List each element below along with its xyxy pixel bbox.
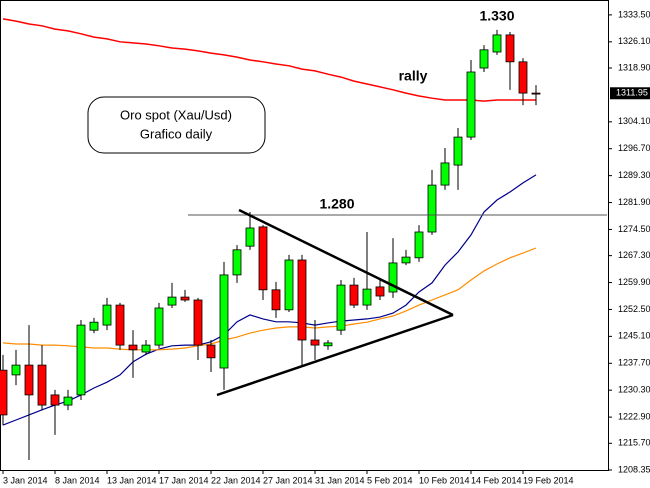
x-tick-label: 19 Feb 2014 [523, 475, 574, 485]
y-tick-label: 1326.10 [618, 36, 650, 46]
peak-label: 1.330 [479, 8, 514, 24]
x-tick-label: 13 Jan 2014 [107, 475, 157, 485]
x-tick-label: 8 Jan 2014 [55, 475, 100, 485]
moving-average [2, 18, 536, 102]
candle-body [50, 394, 60, 406]
x-tick-label: 22 Jan 2014 [211, 475, 261, 485]
triangle-upper [238, 208, 454, 317]
y-tick-label: 1222.90 [618, 411, 650, 421]
y-tick-label: 1274.50 [618, 224, 650, 234]
y-tick-label: 1245.10 [618, 331, 650, 341]
candle-body [206, 344, 216, 359]
candle-body [128, 344, 138, 351]
box-title: Oro spot (Xau/Usd) [120, 107, 232, 122]
x-tick-label: 31 Jan 2014 [315, 475, 365, 485]
candle-body [180, 296, 190, 301]
candle-body [401, 256, 411, 264]
x-tick-label: 27 Jan 2014 [263, 475, 313, 485]
candle-body [89, 321, 99, 331]
plot-frame [0, 0, 609, 471]
candle-body [531, 92, 541, 95]
candle-body [453, 136, 463, 166]
candle-body [479, 49, 489, 69]
candle-body [167, 296, 177, 306]
candle-body [518, 61, 528, 94]
candle-body [37, 364, 47, 406]
x-tick-label: 10 Feb 2014 [419, 475, 470, 485]
candle-body [24, 364, 34, 396]
info-box [87, 96, 266, 154]
candle-body [115, 304, 125, 346]
candle-body [232, 249, 242, 276]
y-tick-label: 1281.90 [618, 197, 650, 207]
candle-body [310, 339, 320, 346]
candle-body [323, 342, 333, 347]
triangle-lower [216, 313, 454, 397]
candle-body [102, 304, 112, 326]
y-tick-label: 1267.30 [618, 250, 650, 260]
candle-body [466, 71, 476, 138]
y-tick-label: 1296.70 [618, 143, 650, 153]
candle-body [0, 369, 8, 416]
candle-body [258, 226, 268, 291]
moving-average [2, 174, 537, 426]
y-tick-label: 1259.90 [618, 277, 650, 287]
y-tick-label: 1215.70 [618, 438, 650, 448]
candle-body [245, 227, 255, 247]
y-tick-label: 1237.70 [618, 358, 650, 368]
y-tick-label: 1208.35 [618, 464, 650, 474]
candle-body [414, 231, 424, 259]
candle-body [63, 396, 73, 406]
candle-body [336, 284, 346, 331]
resistance-label: 1.280 [319, 196, 354, 212]
box-subtitle: Grafico daily [140, 126, 213, 141]
last-price-label: 1311.95 [616, 88, 648, 98]
candle-body [141, 344, 151, 353]
candle-body [219, 274, 229, 369]
x-tick-label: 5 Feb 2014 [367, 475, 413, 485]
candle-body [362, 288, 372, 306]
candle-body [427, 184, 437, 233]
y-tick-label: 1333.50 [618, 9, 650, 19]
x-tick-label: 17 Jan 2014 [159, 475, 209, 485]
candle-body [76, 324, 86, 396]
y-tick-label: 1304.10 [618, 116, 650, 126]
candle-body [297, 259, 307, 341]
candle-body [154, 307, 164, 346]
x-tick-label: 3 Jan 2014 [3, 475, 48, 485]
candle-body [271, 289, 281, 311]
y-tick-label: 1252.50 [618, 304, 650, 314]
candle-body [11, 364, 21, 376]
candle-body [284, 259, 294, 311]
rally-label: rally [399, 68, 428, 84]
y-tick-label: 1289.30 [618, 170, 650, 180]
candle-body [375, 286, 385, 297]
y-tick-label: 1230.30 [618, 385, 650, 395]
y-tick-label: 1318.90 [618, 62, 650, 72]
candle-body [440, 162, 450, 186]
candle-body [388, 262, 398, 293]
marks [0, 18, 541, 460]
last-price-box [610, 87, 650, 100]
candle-body [492, 34, 502, 53]
candle-body [349, 284, 359, 306]
moving-average [2, 247, 537, 351]
x-tick-label: 14 Feb 2014 [471, 475, 522, 485]
candle-body [505, 34, 515, 63]
candle-body [193, 299, 203, 346]
